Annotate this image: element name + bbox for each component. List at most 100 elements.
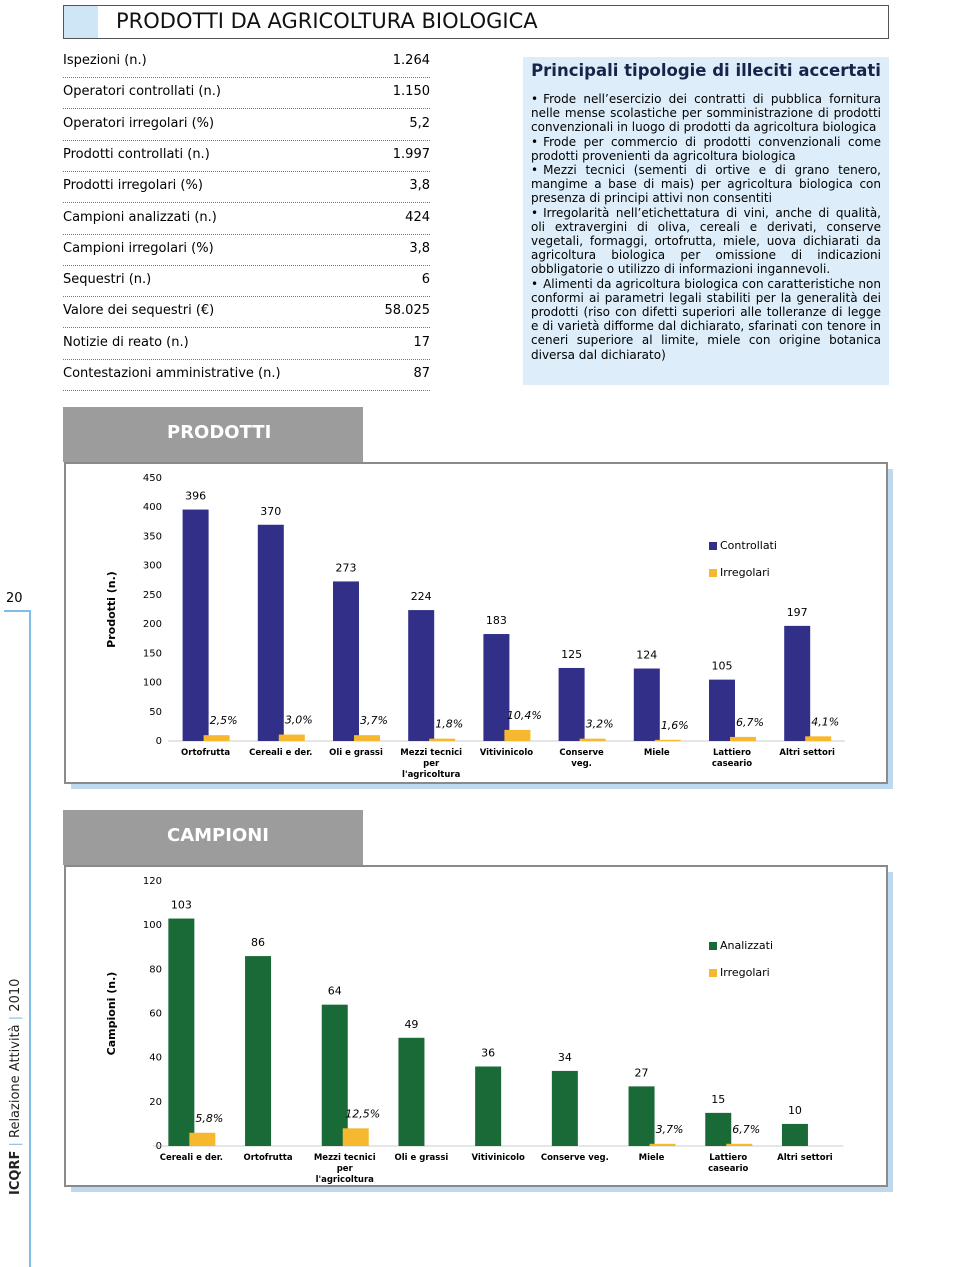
annotation: 12,5%	[345, 1107, 380, 1120]
stat-label: Campioni irregolari (%)	[63, 240, 214, 256]
stat-value: 3,8	[409, 240, 430, 256]
section-tab: PRODOTTI	[63, 407, 363, 462]
x-tick-label: Lattiero caseario	[708, 1153, 749, 1174]
x-tick-label: Mezzi tecnici per l'agricoltura	[313, 1153, 376, 1185]
bar	[805, 736, 832, 741]
stat-label: Operatori controllati (n.)	[63, 84, 221, 100]
bar	[203, 735, 230, 741]
y-tick-label: 20	[149, 1097, 162, 1108]
stat-value: 17	[413, 334, 430, 350]
section-tab: CAMPIONI	[63, 810, 363, 865]
y-tick-label: 450	[143, 473, 162, 484]
annotation: 3,7%	[360, 714, 388, 727]
footer-org: ICQRF	[8, 1150, 23, 1195]
legend-label: Irregolari	[720, 966, 770, 979]
sep: |	[8, 1015, 23, 1021]
bar	[408, 610, 435, 741]
y-tick-label: 0	[156, 736, 162, 747]
box-list: Frode nell’esercizio dei contratti di pu…	[531, 92, 881, 362]
x-tick-label: Ortofrutta	[181, 748, 231, 758]
bar	[649, 1143, 676, 1146]
x-tick-label: Oli e grassi	[394, 1153, 449, 1163]
x-tick-label: Cereali e der.	[249, 748, 313, 758]
annotation: 4,1%	[811, 715, 839, 728]
data-label: 396	[185, 490, 206, 503]
stat-label: Sequestri (n.)	[63, 272, 152, 288]
data-label: 49	[404, 1018, 418, 1031]
stats-row: Contestazioni amministrative (n.) 87	[63, 360, 430, 391]
stat-value: 5,2	[409, 115, 430, 131]
stat-value: 6	[421, 272, 430, 288]
x-tick-label: Lattiero caseario	[711, 748, 753, 769]
y-tick-label: 50	[149, 707, 162, 718]
annotation: 6,7%	[736, 716, 764, 729]
data-label: 124	[636, 649, 657, 662]
stat-label: Prodotti controllati (n.)	[63, 146, 210, 162]
stats-row: Operatori irregolari (%) 5,2	[63, 110, 430, 141]
bar	[475, 1066, 502, 1146]
legend-swatch	[709, 942, 717, 950]
bar	[182, 509, 209, 741]
annotation: 1,6%	[661, 719, 689, 732]
data-label: 183	[486, 614, 507, 627]
data-label: 105	[712, 660, 733, 673]
stat-value: 87	[413, 366, 430, 381]
annotation: 3,0%	[285, 714, 313, 727]
legend-swatch	[709, 542, 717, 550]
bar	[784, 625, 811, 741]
data-label: 15	[711, 1093, 725, 1106]
x-tick-label: Cereali e der.	[159, 1153, 223, 1163]
x-tick-label: Ortofrutta	[243, 1153, 293, 1163]
footer: ICQRF | Relazione Attività | 2010	[8, 979, 23, 1195]
legend-swatch	[709, 569, 717, 577]
data-label: 370	[260, 505, 281, 518]
data-label: 34	[558, 1051, 572, 1064]
annotation: 5,8%	[195, 1112, 223, 1125]
y-tick-label: 300	[143, 561, 162, 572]
bar	[726, 1143, 753, 1146]
y-tick-label: 150	[143, 648, 162, 659]
x-tick-label: Altri settori	[779, 748, 835, 758]
bar	[654, 739, 681, 741]
bar	[321, 1004, 348, 1146]
bar	[730, 736, 756, 741]
x-tick-label: Conserve veg.	[559, 748, 604, 769]
y-tick-label: 350	[143, 531, 162, 542]
bar	[333, 581, 359, 741]
y-tick-label: 0	[156, 1141, 162, 1152]
stat-label: Notizie di reato (n.)	[63, 334, 189, 350]
page-number: 20	[6, 591, 23, 606]
stat-value: 424	[405, 209, 430, 225]
stats-row: Operatori controllati (n.) 1.150	[63, 78, 430, 110]
y-tick-label: 100	[143, 678, 162, 689]
box-title: Principali tipologie di illeciti accerta…	[531, 61, 881, 80]
data-label: 86	[251, 936, 265, 949]
legend-swatch	[709, 969, 717, 977]
rule	[4, 610, 30, 612]
legend-label: Irregolari	[720, 566, 770, 579]
bar	[189, 1132, 216, 1146]
bar	[633, 668, 660, 741]
data-label: 64	[328, 985, 342, 998]
stat-value: 58.025	[384, 303, 431, 319]
annotation: 3,2%	[586, 718, 614, 731]
stat-label: Contestazioni amministrative (n.)	[63, 366, 281, 381]
section-title: PRODOTTI	[167, 422, 272, 443]
stat-value: 3,8	[409, 178, 430, 194]
x-tick-label: Oli e grassi	[329, 748, 383, 758]
stats-row: Notizie di reato (n.) 17	[63, 329, 430, 360]
rule	[29, 610, 31, 1267]
box-item: Mezzi tecnici (sementi di ortive e di gr…	[531, 163, 881, 206]
stats-row: Campioni analizzati (n.) 424	[63, 204, 430, 235]
data-label: 27	[635, 1066, 649, 1079]
stat-value: 1.264	[392, 53, 430, 68]
bar	[398, 1037, 425, 1146]
sep: |	[8, 1142, 23, 1147]
annotation: 2,5%	[210, 714, 238, 727]
bar	[342, 1128, 369, 1146]
legend-label: Controllati	[720, 539, 777, 552]
x-tick-label: Miele	[643, 748, 670, 758]
footer-report: Relazione Attività	[8, 1024, 23, 1138]
